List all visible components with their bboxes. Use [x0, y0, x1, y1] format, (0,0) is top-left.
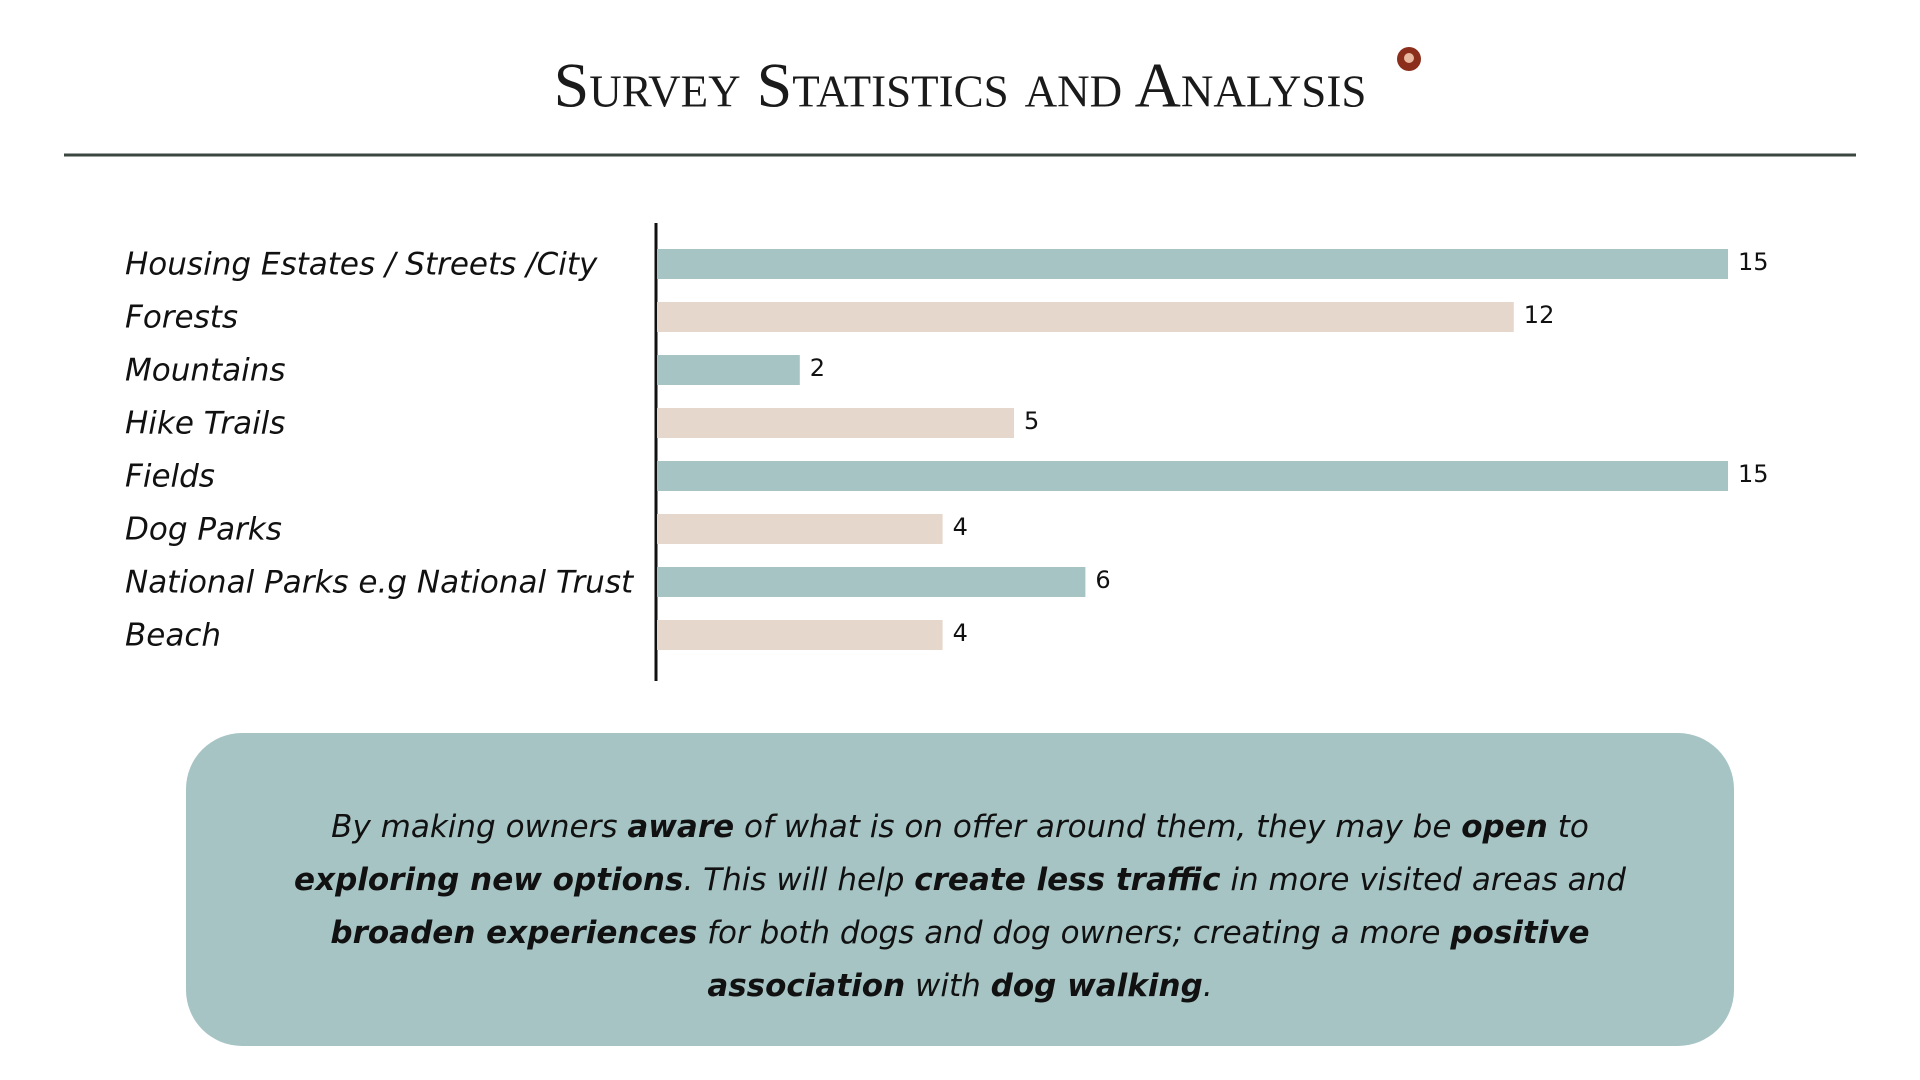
bar [657, 249, 1728, 279]
value-label: 4 [953, 513, 968, 541]
value-label: 15 [1738, 460, 1769, 488]
value-label: 4 [953, 619, 968, 647]
bar [657, 355, 800, 385]
bold-text: open [1461, 809, 1548, 845]
category-label: National Parks e.g National Trust [125, 565, 635, 601]
text: for both dogs and dog owners; creating a… [697, 915, 1451, 951]
category-label: Hike Trails [125, 406, 285, 442]
bar [657, 620, 943, 650]
category-label: Housing Estates / Streets /City [125, 247, 598, 283]
text: By making owners [331, 809, 628, 845]
bold-text: exploring new options [294, 862, 684, 898]
text: with [905, 968, 991, 1004]
bar [657, 514, 943, 544]
bold-text: positive association [707, 915, 1590, 1004]
category-label: Fields [125, 459, 215, 495]
text: of what is on offer around them, they ma… [734, 809, 1462, 845]
pin-icon [1397, 47, 1421, 71]
category-label: Mountains [125, 353, 286, 389]
value-label: 2 [810, 354, 825, 382]
category-label: Beach [125, 618, 221, 654]
category-label: Forests [125, 300, 238, 336]
text: in more visited areas and [1220, 862, 1626, 898]
value-label: 12 [1524, 301, 1555, 329]
bar [657, 567, 1086, 597]
category-label: Dog Parks [125, 512, 282, 548]
value-label: 15 [1738, 248, 1769, 276]
chart-title: Survey Statistics and Analysis [554, 50, 1367, 121]
value-label: 5 [1024, 407, 1039, 435]
bold-text: broaden experiences [330, 915, 698, 951]
text: . [1202, 968, 1213, 1004]
bar [657, 408, 1014, 438]
bold-text: create less traffic [914, 862, 1221, 898]
value-label: 6 [1095, 566, 1110, 594]
text: to [1547, 809, 1589, 845]
bar [657, 461, 1728, 491]
bar [657, 302, 1514, 332]
bold-text: aware [627, 809, 735, 845]
text: . This will help [683, 862, 915, 898]
bold-text: dog walking [990, 968, 1203, 1004]
note-box: By making owners aware of what is on off… [186, 733, 1734, 1046]
